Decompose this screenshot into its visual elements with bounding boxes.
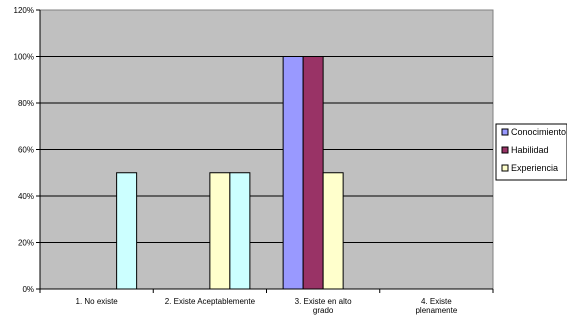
bar [322, 172, 344, 290]
y-tick-label: 60% [18, 146, 34, 155]
legend-swatch [501, 146, 509, 154]
y-tick-label: 80% [18, 99, 34, 108]
x-tick-label: 2. Existe Aceptablemente [165, 297, 256, 306]
legend-label: Habilidad [511, 145, 549, 155]
y-tick-label: 0% [22, 285, 34, 294]
y-tick-label: 40% [18, 192, 34, 201]
bar [282, 56, 304, 290]
x-tick-label: 3. Existe en alto [295, 297, 352, 306]
bar [209, 172, 231, 290]
legend-label: Conocimiento [511, 127, 566, 137]
bars [116, 56, 344, 290]
x-tick-label: 4. Existe [421, 297, 452, 306]
bar [302, 56, 324, 290]
x-tick-label: 1. No existe [76, 297, 119, 306]
bar [116, 172, 138, 290]
legend: Conocimiento Habilidad Experiencia [495, 123, 567, 181]
y-tick-label: 100% [14, 53, 34, 62]
x-tick-label: grado [313, 306, 334, 315]
y-tick-label: 20% [18, 239, 34, 248]
legend-swatch [501, 164, 509, 172]
legend-label: Experiencia [511, 163, 558, 173]
y-tick-label: 120% [14, 6, 34, 15]
bar [229, 172, 251, 290]
x-axis-ticks: 1. No existe 2. Existe Aceptablemente 3. E… [39, 289, 494, 315]
gridlines [40, 56, 493, 243]
x-tick-label: plenamente [415, 306, 457, 315]
legend-swatch [501, 128, 509, 136]
